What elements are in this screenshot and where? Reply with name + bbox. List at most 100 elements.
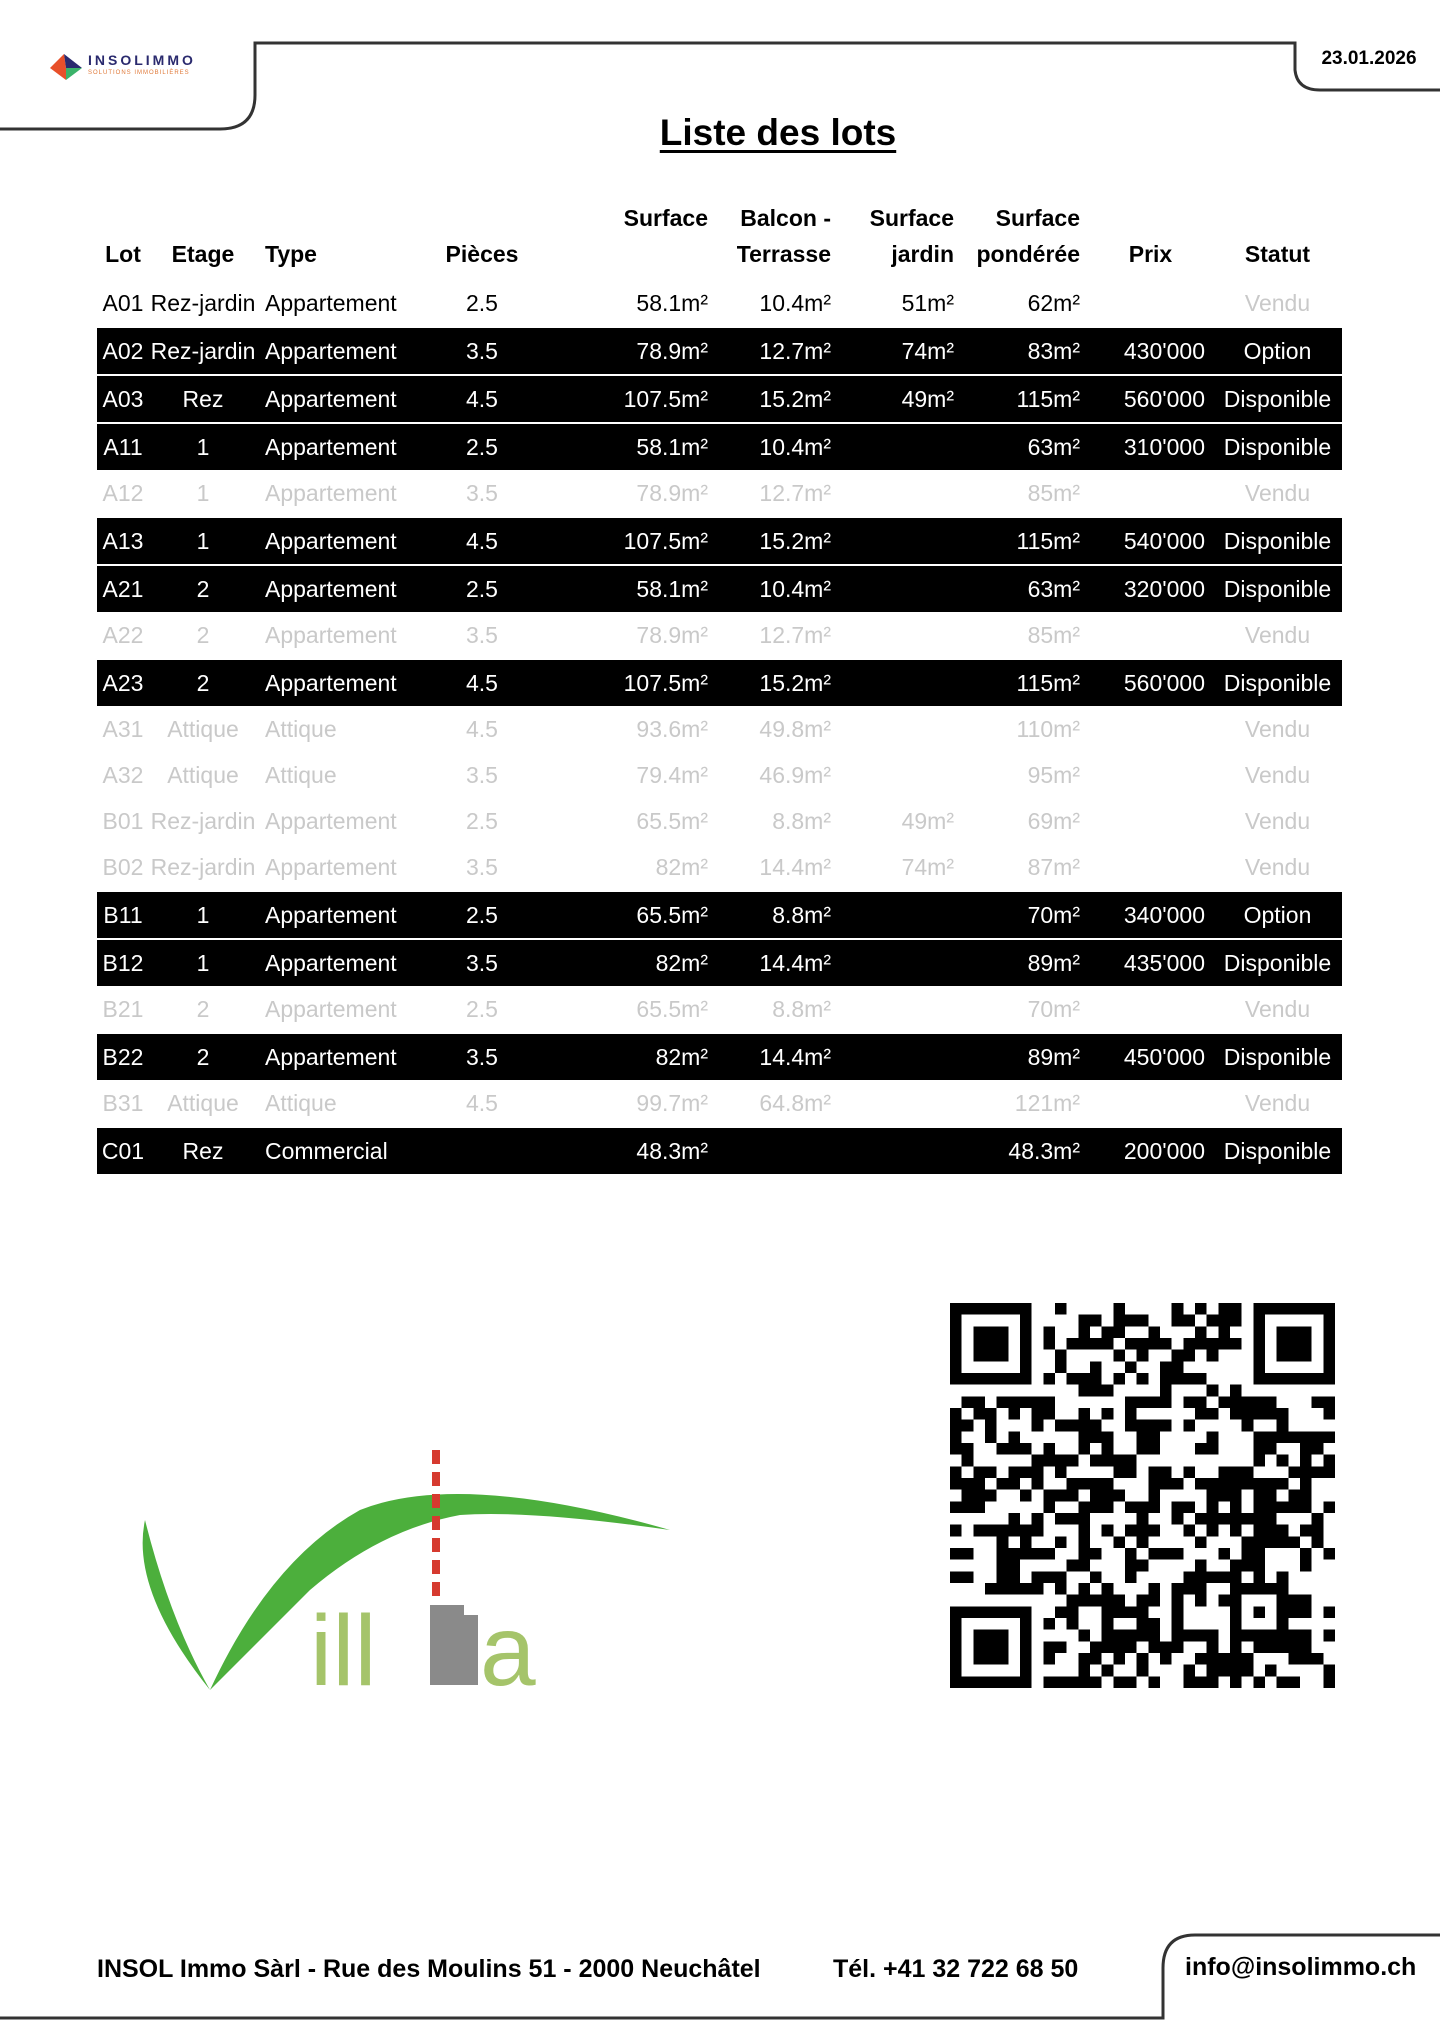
table-row: A21 2 Appartement 2.5 58.1m² 10.4m² 63m² 320'00… xyxy=(97,564,1342,612)
table-row: A03 Rez Appartement 4.5 107.5m² 15.2m² 49m² 115… xyxy=(97,374,1342,422)
cell-jardin xyxy=(839,564,962,612)
col-jardin-line2: jardin xyxy=(891,241,954,267)
cell-jardin xyxy=(839,752,962,798)
col-surface-label: Surface xyxy=(623,205,708,231)
table-row: B31 Attique Attique 4.5 99.7m² 64.8m² 121m² Ven… xyxy=(97,1080,1342,1126)
cell-ponderee: 69m² xyxy=(1027,808,1080,834)
cell-etage: 1 xyxy=(149,516,257,564)
cell-ponderee: 48.3m² xyxy=(962,1126,1088,1174)
cell-ponderee: 70m² xyxy=(1027,996,1080,1022)
cell-etage: 1 xyxy=(149,890,257,938)
cell-jardin: 74m² xyxy=(901,854,954,880)
cell-balcon: 14.4m² xyxy=(716,938,839,986)
cell-balcon: 10.4m² xyxy=(716,564,839,612)
cell-lot: A13 xyxy=(97,516,149,564)
cell-type: Appartement xyxy=(257,374,432,422)
cell-jardin xyxy=(839,890,962,938)
table-row: A32 Attique Attique 3.5 79.4m² 46.9m² 95m² Vend… xyxy=(97,752,1342,798)
col-ponderee: Surface pondérée xyxy=(962,200,1088,280)
svg-text:ill: ill xyxy=(310,1595,377,1700)
insolimmo-logo: INSOLIMMO SOLUTIONS IMMOBILIÈRES xyxy=(48,50,218,86)
cell-balcon: 12.7m² xyxy=(759,480,831,506)
cell-surface: 58.1m² xyxy=(532,564,716,612)
cell-type: Appartement xyxy=(265,854,397,880)
cell-prix xyxy=(1088,798,1213,844)
cell-jardin xyxy=(839,422,962,470)
cell-lot: B11 xyxy=(97,890,149,938)
cell-balcon: 64.8m² xyxy=(759,1090,831,1116)
cell-statut: Disponible xyxy=(1213,374,1342,422)
cell-type: Appartement xyxy=(265,622,397,648)
cell-etage: 2 xyxy=(149,658,257,706)
cell-balcon: 8.8m² xyxy=(772,808,831,834)
table-row: A23 2 Appartement 4.5 107.5m² 15.2m² 115m² 560'… xyxy=(97,658,1342,706)
cell-type: Attique xyxy=(265,716,337,742)
cell-etage: 1 xyxy=(149,938,257,986)
col-ponderee-line1: Surface xyxy=(995,205,1080,231)
footer-email[interactable]: info@insolimmo.ch xyxy=(1185,1953,1417,1981)
cell-prix xyxy=(1088,844,1213,890)
table-row: A12 1 Appartement 3.5 78.9m² 12.7m² 85m² Vendu xyxy=(97,470,1342,516)
cell-surface: 107.5m² xyxy=(532,658,716,706)
cell-prix: 560'000 xyxy=(1088,658,1213,706)
cell-jardin xyxy=(839,658,962,706)
col-balcon-line1: Balcon - xyxy=(740,205,831,231)
cell-type: Attique xyxy=(265,1090,337,1116)
cell-type: Appartement xyxy=(257,326,432,374)
cell-statut: Vendu xyxy=(1244,290,1311,316)
cell-ponderee: 95m² xyxy=(1027,762,1080,788)
col-prix: Prix xyxy=(1128,241,1173,267)
cell-lot: A32 xyxy=(102,762,144,788)
cell-surface: 58.1m² xyxy=(636,290,708,316)
table-row: A01 Rez-jardin Appartement 2.5 58.1m² 10.4m² 5… xyxy=(97,280,1342,326)
cell-surface: 107.5m² xyxy=(532,516,716,564)
cell-pieces: 4.5 xyxy=(432,658,532,706)
cell-jardin xyxy=(839,1080,962,1126)
cell-type: Appartement xyxy=(257,422,432,470)
cell-etage: Rez xyxy=(149,374,257,422)
col-lot: Lot xyxy=(105,241,141,267)
cell-surface: 78.9m² xyxy=(636,480,708,506)
cell-lot: B31 xyxy=(102,1090,144,1116)
cell-prix: 560'000 xyxy=(1088,374,1213,422)
col-jardin: Surface jardin xyxy=(839,200,962,280)
cell-balcon: 8.8m² xyxy=(772,996,831,1022)
cell-prix: 450'000 xyxy=(1088,1032,1213,1080)
table-row: B12 1 Appartement 3.5 82m² 14.4m² 89m² 435'000 D… xyxy=(97,938,1342,986)
cell-jardin: 49m² xyxy=(901,808,954,834)
cell-statut: Disponible xyxy=(1213,1126,1342,1174)
cell-jardin xyxy=(839,516,962,564)
cell-lot: A22 xyxy=(102,622,144,648)
col-etage: Etage xyxy=(171,241,235,267)
cell-type: Appartement xyxy=(257,890,432,938)
cell-pieces: 3.5 xyxy=(466,854,498,880)
cell-statut: Vendu xyxy=(1244,854,1311,880)
qr-code-icon[interactable] xyxy=(950,1303,1335,1688)
table-row: A13 1 Appartement 4.5 107.5m² 15.2m² 115m² 540'… xyxy=(97,516,1342,564)
cell-prix xyxy=(1088,706,1213,752)
cell-ponderee: 85m² xyxy=(1027,480,1080,506)
cell-ponderee: 110m² xyxy=(1016,716,1081,742)
cell-lot: B12 xyxy=(97,938,149,986)
cell-type: Appartement xyxy=(257,564,432,612)
cell-pieces: 3.5 xyxy=(466,622,498,648)
table-row: B02 Rez-jardin Appartement 3.5 82m² 14.4m² 74m… xyxy=(97,844,1342,890)
cell-statut: Disponible xyxy=(1213,422,1342,470)
table-row: B11 1 Appartement 2.5 65.5m² 8.8m² 70m² 340'000… xyxy=(97,890,1342,938)
cell-ponderee: 87m² xyxy=(1027,854,1080,880)
cell-type: Commercial xyxy=(257,1126,432,1174)
col-surface: Surface xyxy=(532,200,716,280)
cell-etage: Rez-jardin xyxy=(150,290,256,316)
cell-type: Appartement xyxy=(257,938,432,986)
cell-ponderee: 89m² xyxy=(962,1032,1088,1080)
cell-surface: 65.5m² xyxy=(532,890,716,938)
cell-ponderee: 115m² xyxy=(962,516,1088,564)
cell-jardin xyxy=(839,470,962,516)
cell-pieces: 4.5 xyxy=(432,374,532,422)
cell-ponderee: 85m² xyxy=(1027,622,1080,648)
cell-statut: Disponible xyxy=(1213,564,1342,612)
cell-type: Appartement xyxy=(257,1032,432,1080)
cell-jardin xyxy=(839,1126,962,1174)
cell-surface: 82m² xyxy=(532,938,716,986)
logo-diamond-icon xyxy=(50,54,82,80)
